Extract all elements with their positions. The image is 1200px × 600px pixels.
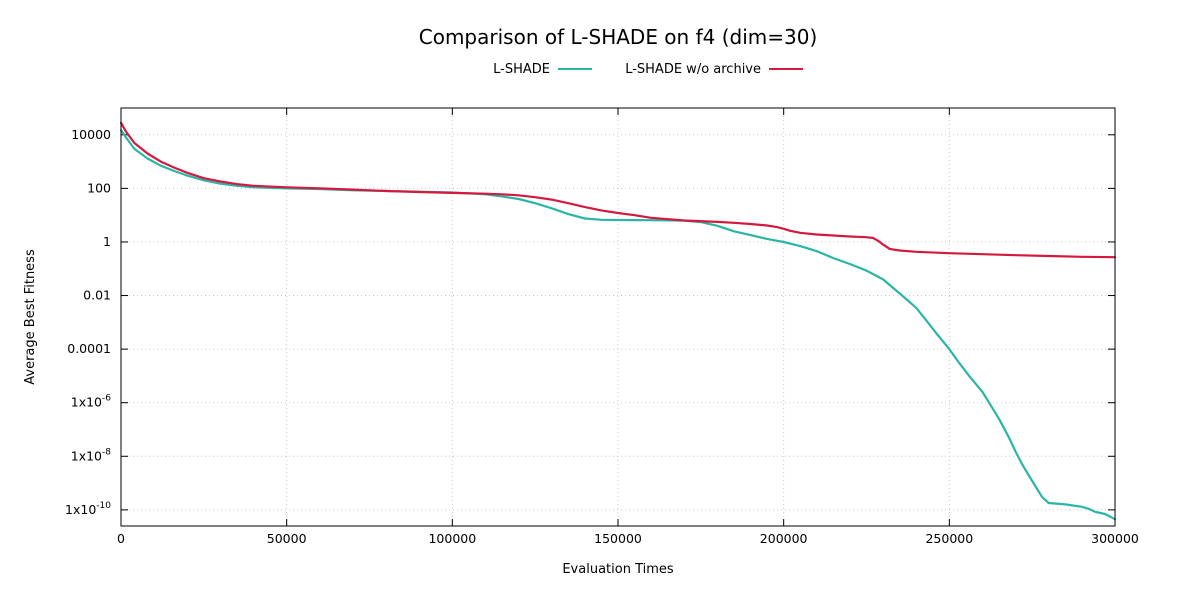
y-tick-labels: 10000 100 1 0.01 0.0001 1x10-6 1x10-8 1x10-10 (65, 127, 111, 517)
y-tick-label: 1 (103, 234, 111, 249)
series-lines (119, 121, 1117, 521)
y-tick-label: 100 (87, 180, 111, 195)
y-tick-label: 1x10-6 (71, 394, 112, 410)
y-tick-label: 1x10-10 (65, 501, 111, 517)
y-tick-label: 0.0001 (67, 341, 111, 356)
x-tick-labels: 0 50000 100000 150000 200000 250000 300000 (117, 531, 1139, 546)
legend-label-l-shade-wo-archive: L-SHADE w/o archive (625, 62, 761, 77)
y-tick-label: 1x10-8 (71, 447, 112, 463)
series-line-l-shade (119, 129, 1117, 521)
x-tick-label: 0 (117, 531, 125, 546)
y-tick-label: 10000 (71, 127, 111, 142)
x-tick-label: 250000 (925, 531, 973, 546)
x-tick-label: 300000 (1091, 531, 1139, 546)
grid (121, 108, 1115, 526)
x-tick-label: 100000 (428, 531, 476, 546)
series-line-l-shade-w-o-archive (119, 121, 1117, 259)
x-tick-label: 150000 (594, 531, 642, 546)
y-axis-label: Average Best Fitness (23, 249, 38, 385)
legend: L-SHADE L-SHADE w/o archive (493, 62, 803, 77)
x-axis-label: Evaluation Times (562, 562, 674, 577)
legend-label-l-shade: L-SHADE (493, 62, 550, 77)
chart-title: Comparison of L-SHADE on f4 (dim=30) (419, 25, 818, 49)
plot-frame (120, 107, 1116, 527)
x-tick-label: 50000 (267, 531, 307, 546)
x-tick-label: 200000 (760, 531, 808, 546)
y-tick-label: 0.01 (83, 288, 111, 303)
